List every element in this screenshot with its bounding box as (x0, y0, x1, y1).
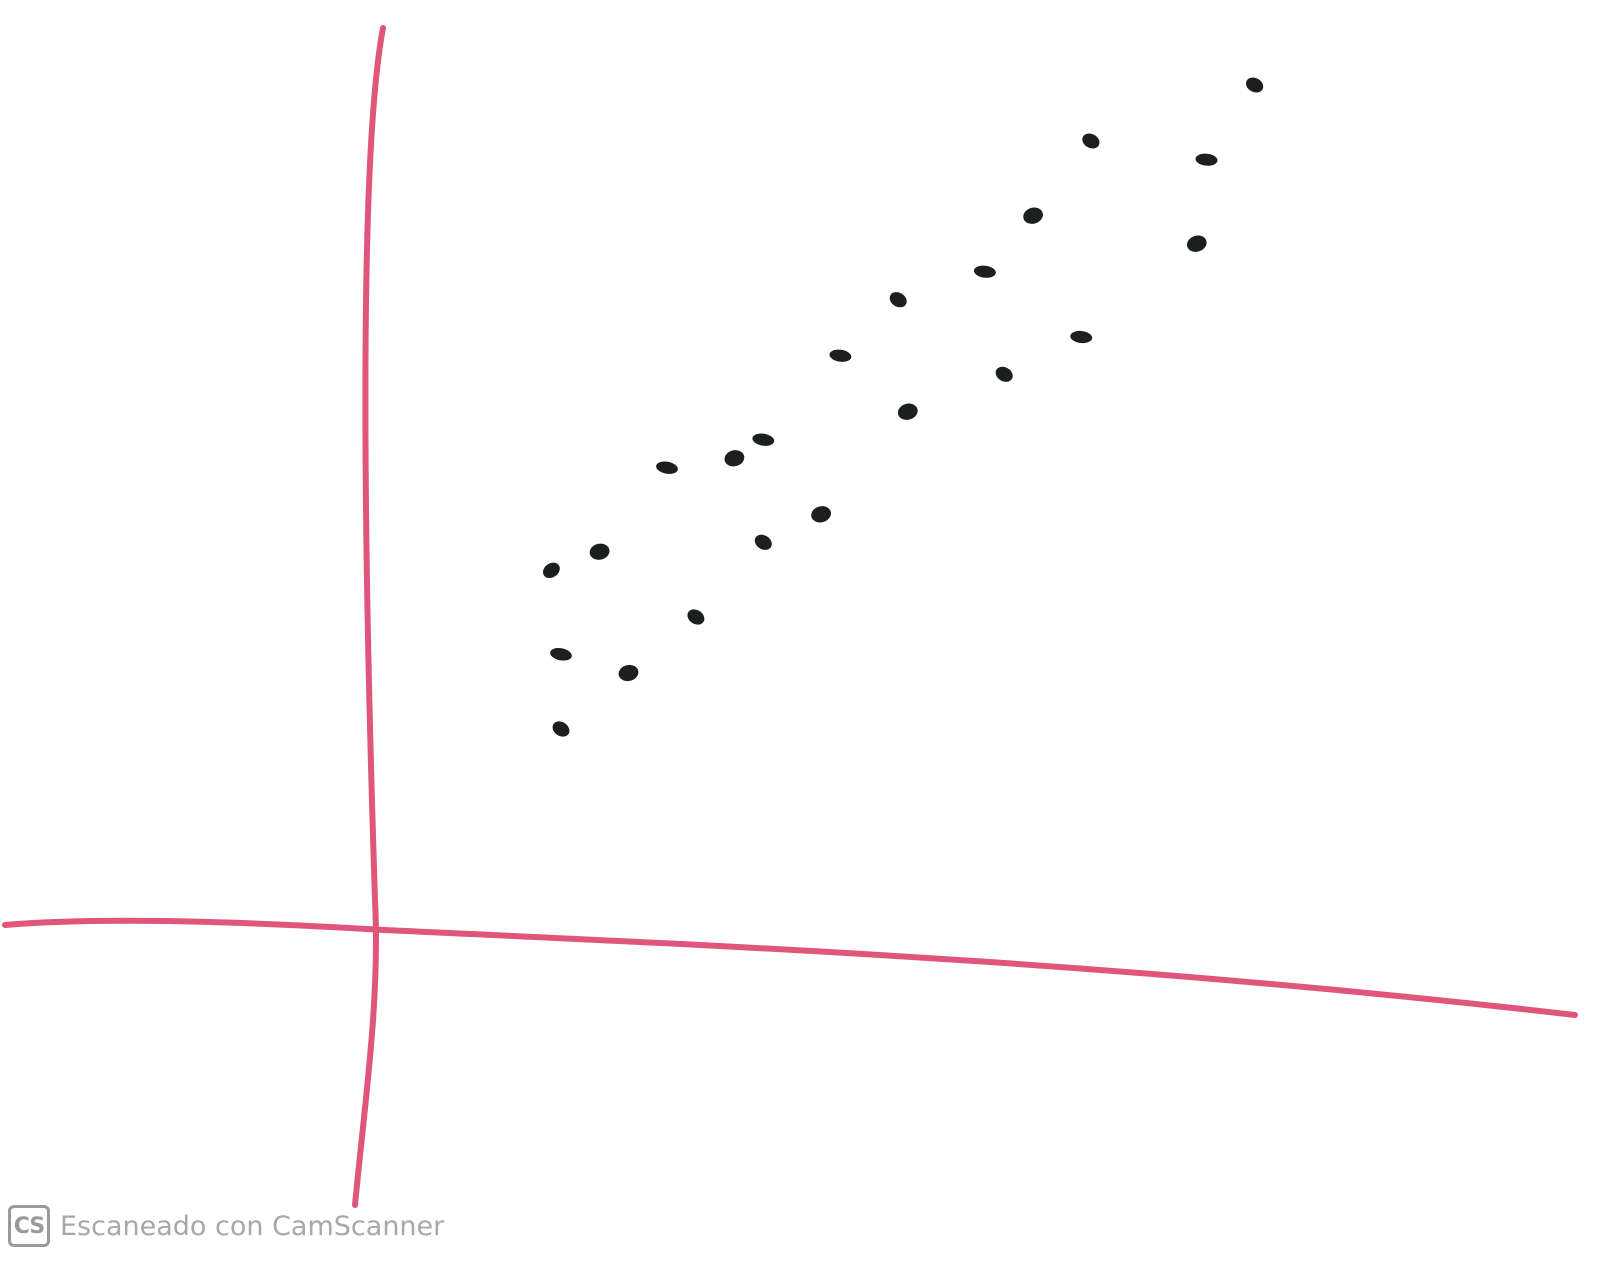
scatter-point (1070, 330, 1093, 344)
scatter-point (687, 609, 705, 625)
scatter-point (1082, 133, 1100, 149)
scatter-point (897, 403, 918, 420)
camscanner-logo-icon: CS (8, 1205, 50, 1247)
scatter-point (889, 292, 907, 308)
scatter-point (1023, 207, 1043, 224)
scatter-points (543, 77, 1264, 737)
camscanner-watermark: CS Escaneado con CamScanner (8, 1202, 444, 1250)
scatter-point (1186, 235, 1207, 252)
scatter-point (618, 664, 639, 682)
scatter-point (752, 433, 775, 446)
scatter-point (811, 506, 831, 523)
scatter-point (973, 265, 996, 278)
scatter-point (724, 450, 745, 467)
scatter-point (1246, 77, 1264, 93)
scatter-point (550, 648, 572, 661)
y-axis (352, 25, 386, 1208)
x-axis (2, 917, 1578, 1018)
scatter-point (754, 534, 772, 550)
scatter-point (656, 461, 678, 474)
scatter-point (552, 721, 570, 737)
scatter-point (1195, 153, 1218, 166)
watermark-text: Escaneado con CamScanner (60, 1210, 445, 1242)
scatter-point (829, 349, 852, 362)
scatter-point (995, 366, 1013, 382)
scatter-point (589, 543, 610, 560)
scatter-point (543, 562, 560, 579)
